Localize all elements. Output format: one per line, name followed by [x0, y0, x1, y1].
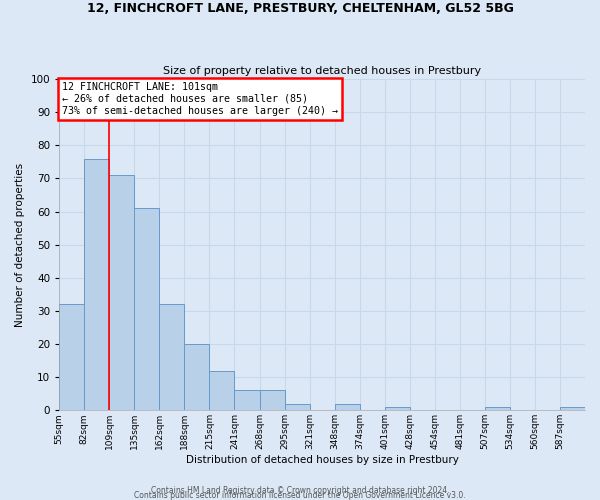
Bar	[560, 407, 585, 410]
Bar	[485, 407, 510, 410]
Title: Size of property relative to detached houses in Prestbury: Size of property relative to detached ho…	[163, 66, 481, 76]
Bar	[160, 304, 184, 410]
Bar	[235, 390, 260, 410]
Bar	[260, 390, 284, 410]
Bar	[84, 158, 109, 410]
Bar	[134, 208, 160, 410]
Bar	[335, 404, 359, 410]
Text: 12, FINCHCROFT LANE, PRESTBURY, CHELTENHAM, GL52 5BG: 12, FINCHCROFT LANE, PRESTBURY, CHELTENH…	[86, 2, 514, 16]
Y-axis label: Number of detached properties: Number of detached properties	[15, 162, 25, 326]
Bar	[109, 175, 134, 410]
Bar	[209, 370, 235, 410]
Bar	[59, 304, 84, 410]
Text: Contains HM Land Registry data © Crown copyright and database right 2024.: Contains HM Land Registry data © Crown c…	[151, 486, 449, 495]
Bar	[184, 344, 209, 410]
Bar	[385, 407, 410, 410]
Text: 12 FINCHCROFT LANE: 101sqm
← 26% of detached houses are smaller (85)
73% of semi: 12 FINCHCROFT LANE: 101sqm ← 26% of deta…	[62, 82, 338, 116]
Text: Contains public sector information licensed under the Open Government Licence v3: Contains public sector information licen…	[134, 490, 466, 500]
X-axis label: Distribution of detached houses by size in Prestbury: Distribution of detached houses by size …	[185, 455, 458, 465]
Bar	[284, 404, 310, 410]
